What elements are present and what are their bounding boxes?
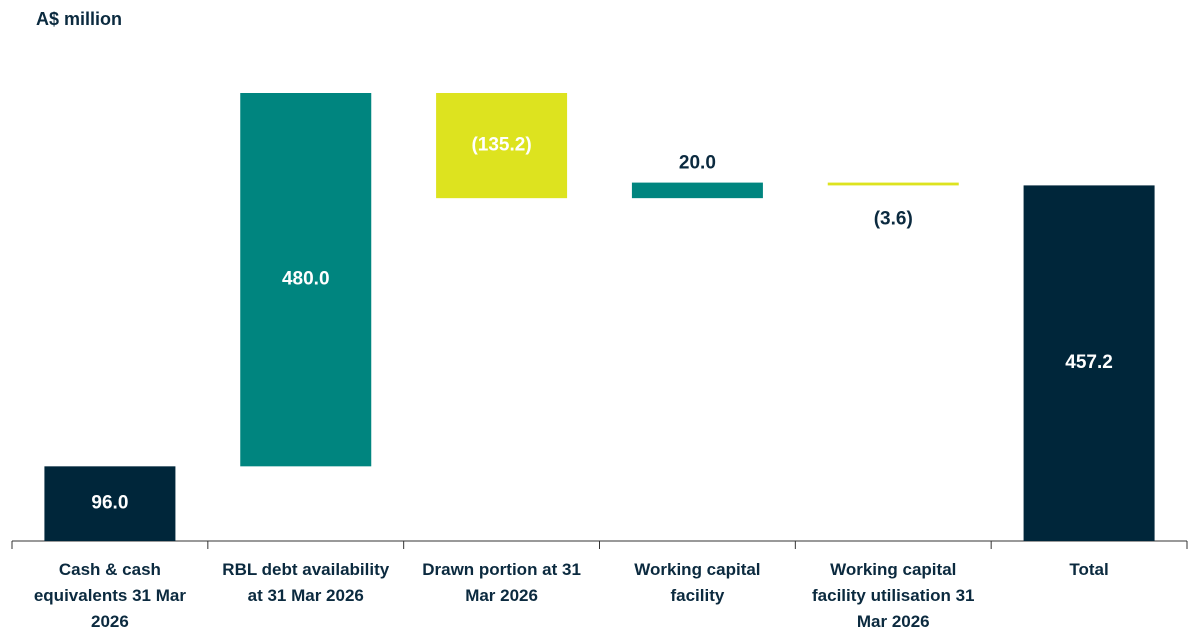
bar	[827, 182, 959, 186]
bar	[1023, 185, 1155, 541]
chart-title: A$ million	[36, 9, 123, 29]
value-label: 480.0	[282, 269, 330, 290]
x-tick-label: Drawn portion at 31 Mar 2026	[422, 560, 581, 605]
x-tick-label: RBL debt availability at 31 Mar 2026	[222, 560, 390, 605]
x-tick-label: Total	[1069, 560, 1109, 579]
bar	[631, 182, 763, 199]
bar	[436, 93, 568, 199]
bar	[240, 93, 372, 467]
x-tick-label: Working capital facility	[634, 560, 761, 605]
value-label: (135.2)	[471, 135, 531, 156]
x-tick-label: Cash & cash equivalents 31 Mar 2026	[33, 560, 186, 631]
bar	[44, 466, 176, 541]
value-label: 96.0	[91, 493, 128, 514]
value-label: 20.0	[679, 153, 716, 174]
x-tick-label: Working capital facility utilisation 31 …	[812, 560, 975, 631]
value-label: 457.2	[1065, 352, 1113, 373]
value-label: (3.6)	[874, 208, 913, 229]
